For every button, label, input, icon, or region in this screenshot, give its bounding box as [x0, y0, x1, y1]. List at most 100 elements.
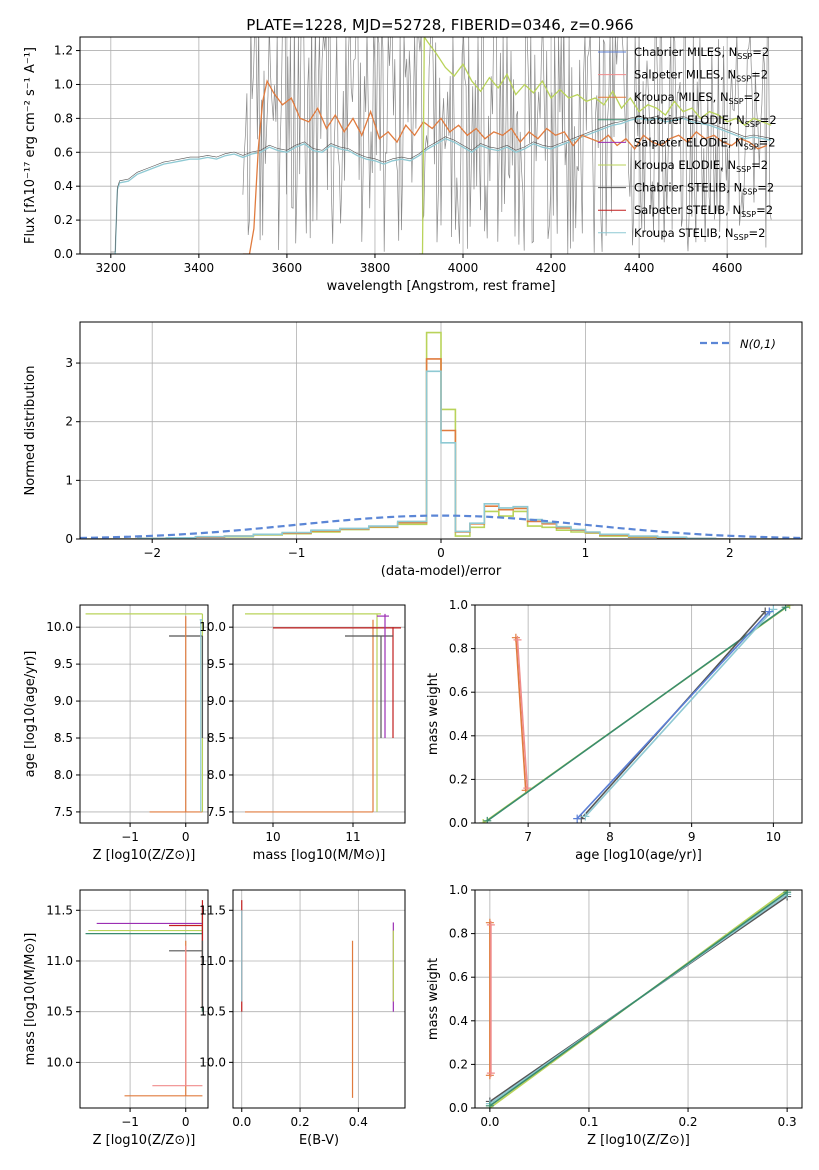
panel-residuals: N(0,1) −2 −1 0 1 2 0 1 2 3 (data-model)/error Norme…	[23, 321, 803, 579]
x-tick-label: 9	[688, 830, 696, 844]
y-tick-label: 0.4	[449, 1014, 468, 1028]
mass-weight-line-3	[486, 606, 787, 822]
x-tick-label: −1	[288, 546, 306, 560]
x-tick-label: 0.0	[480, 1115, 499, 1129]
y-tick-label: 1.0	[449, 598, 468, 612]
y-axis-label: mass weight	[426, 958, 441, 1040]
x-tick-label: 7	[524, 830, 532, 844]
y-tick-label: 11.0	[199, 954, 226, 968]
y-tick-label: 0.8	[449, 927, 468, 941]
plot-area	[245, 613, 401, 813]
x-tick-label: 0	[182, 1115, 190, 1129]
axes-frame	[474, 604, 803, 824]
axes-frame	[232, 889, 406, 1109]
x-tick-label: 2	[726, 546, 734, 560]
mass-weight-marker	[765, 607, 774, 616]
y-tick-label: 0	[65, 532, 73, 546]
y-tick-label: 0.8	[54, 111, 73, 125]
legend: N(0,1)	[700, 337, 776, 351]
x-tick-label: −1	[121, 1115, 139, 1129]
plot-area	[485, 890, 792, 1108]
legend-entry: Kroupa STELIB, NSSP=2	[634, 226, 765, 242]
panel-spectrum: Chabrier MILES, NSSP=2 Salpeter MILES, NS…	[23, 36, 803, 294]
x-tick-label: 3600	[272, 261, 303, 275]
y-tick-label: 7.5	[207, 805, 226, 819]
y-tick-label: 2	[65, 415, 73, 429]
x-tick-label: 0.2	[291, 1115, 310, 1129]
y-tick-label: 11.5	[46, 903, 73, 917]
axes-frame	[232, 604, 406, 824]
legend-entry: Kroupa ELODIE, NSSP=2	[634, 158, 768, 174]
x-tick-label: 3400	[184, 261, 215, 275]
y-tick-label: 7.5	[54, 805, 73, 819]
axes-frame	[79, 604, 209, 824]
x-tick-label: 4200	[536, 261, 567, 275]
model-spectrum-stelib	[110, 117, 772, 254]
x-tick-label: 0.4	[349, 1115, 368, 1129]
x-tick-label: 10	[766, 830, 781, 844]
axes-frame	[79, 36, 803, 255]
figure-title: PLATE=1228, MJD=52728, FIBERID=0346, z=0…	[246, 16, 633, 34]
y-tick-label: 10.5	[46, 1005, 73, 1019]
mass-weight-line-5	[584, 608, 774, 818]
y-tick-label: 10.0	[46, 620, 73, 634]
mass-weight-marker	[783, 890, 792, 897]
histogram-step-2	[80, 370, 802, 539]
mass-weight-marker	[486, 1069, 495, 1078]
y-tick-label: 9.5	[54, 657, 73, 671]
panel-mass-vs-Z: −1 0 10.0 10.5 11.0 11.5 Z [log10(Z/Z⊙)] mass […	[23, 889, 209, 1148]
panel-age-vs-mass: 10 11 7.5 8.0 8.5 9.0 9.5 10.0 mass [log10(M/M⊙)…	[199, 604, 406, 863]
x-axis-label: (data-model)/error	[381, 564, 502, 579]
mass-weight-marker	[511, 633, 520, 642]
mass-weight-marker	[769, 605, 778, 614]
y-tick-label: 9.5	[207, 657, 226, 671]
x-tick-label: 0	[182, 830, 190, 844]
x-tick-label: 1	[582, 546, 590, 560]
legend: Chabrier MILES, NSSP=2 Salpeter MILES, NS…	[598, 45, 777, 242]
x-axis-label: Z [log10(Z/Z⊙)]	[587, 1133, 690, 1148]
y-axis-label: Flux [fλ10⁻¹⁷ erg cm⁻² s⁻¹ A⁻¹]	[23, 47, 38, 244]
y-tick-label: 9.0	[54, 694, 73, 708]
y-axis-label: mass weight	[426, 673, 441, 755]
x-tick-label: −2	[143, 546, 161, 560]
y-tick-label: 1.0	[54, 77, 73, 91]
axes-frame	[474, 889, 803, 1109]
mass-weight-marker	[485, 1071, 494, 1080]
y-axis-label: age [log10(age/yr)]	[23, 651, 38, 778]
x-tick-label: 4400	[624, 261, 655, 275]
y-tick-label: 0.2	[449, 772, 468, 786]
y-tick-label: 8.0	[207, 768, 226, 782]
x-axis-label: mass [log10(M/M⊙)]	[253, 848, 386, 863]
y-tick-label: 1	[65, 473, 73, 487]
mass-weight-line-6	[576, 610, 770, 820]
mass-weight-marker	[483, 816, 492, 823]
y-tick-label: 0.6	[449, 685, 468, 699]
y-tick-label: 11.5	[199, 903, 226, 917]
y-tick-label: 0.0	[449, 1101, 468, 1115]
mass-weight-marker	[785, 605, 794, 609]
y-tick-label: 0.6	[449, 970, 468, 984]
mass-weight-marker	[485, 1101, 494, 1108]
x-axis-label: E(B-V)	[299, 1133, 339, 1148]
legend-entry: Salpeter STELIB, NSSP=2	[634, 203, 773, 219]
x-tick-label: −1	[121, 830, 139, 844]
observed-spectrum-line	[242, 37, 772, 254]
y-tick-label: 1.0	[449, 883, 468, 897]
x-axis-label: Z [log10(Z/Z⊙)]	[93, 1133, 196, 1148]
y-tick-label: 0.8	[449, 642, 468, 656]
x-tick-label: 0	[437, 546, 445, 560]
y-tick-label: 8.5	[54, 731, 73, 745]
y-tick-label: 8.0	[54, 768, 73, 782]
mass-weight-marker	[581, 812, 590, 821]
y-axis-label: Normed distribution	[23, 366, 38, 496]
mass-weight-marker	[573, 814, 582, 823]
y-tick-label: 0.2	[54, 213, 73, 227]
y-tick-label: 0.0	[54, 247, 73, 261]
x-tick-label: 11	[345, 830, 360, 844]
x-tick-label: 3200	[96, 261, 127, 275]
x-tick-label: 0.1	[579, 1115, 598, 1129]
y-tick-label: 10.0	[199, 620, 226, 634]
y-tick-label: 0.0	[449, 816, 468, 830]
x-axis-label: age [log10(age/yr)]	[575, 848, 702, 863]
mass-weight-marker	[479, 819, 488, 823]
